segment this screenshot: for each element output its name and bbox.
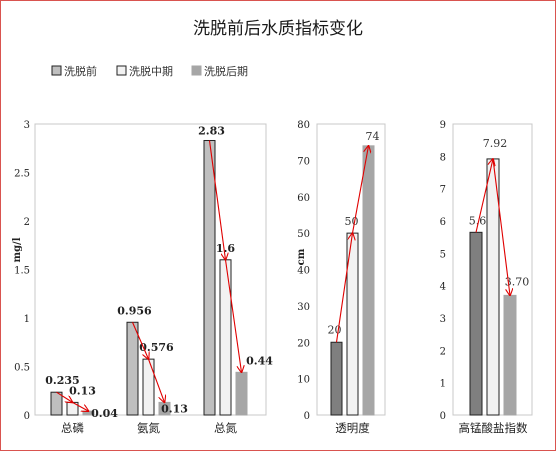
y-axis-unit: mg/l <box>12 237 23 262</box>
y-tick-label: 1 <box>24 314 30 325</box>
x-category-label: 氨氮 <box>137 421 160 435</box>
chart-legend: 洗脱前 洗脱中期 洗脱后期 <box>51 64 248 78</box>
bar-permanganate-0-0 <box>469 231 483 416</box>
y-tick-label: 60 <box>297 193 310 204</box>
y-tick-label: 1 <box>440 379 446 390</box>
y-tick-label: 50 <box>297 229 310 240</box>
y-tick-label: 2 <box>24 217 30 228</box>
trend-arrow <box>56 391 73 402</box>
y-tick-label: 70 <box>297 156 310 167</box>
y-tick-label: 6 <box>440 217 446 228</box>
bar-transparency-0-2 <box>362 145 375 416</box>
y-tick-label: 2.5 <box>14 169 30 180</box>
panel-nutrients: 00.511.522.53mg/l0.2350.130.04总磷0.9560.5… <box>12 120 273 435</box>
x-category-label: 高锰酸盐指数 <box>459 421 528 435</box>
y-tick-label: 0.5 <box>14 363 30 374</box>
x-category-label: 透明度 <box>335 421 370 435</box>
data-label: 0.44 <box>246 354 273 367</box>
y-tick-label: 30 <box>297 302 310 313</box>
y-tick-label: 7 <box>440 185 446 196</box>
y-tick-label: 20 <box>297 338 310 349</box>
data-label: 50 <box>345 215 359 228</box>
data-label: 74 <box>366 130 380 143</box>
trend-arrow <box>475 159 493 233</box>
y-tick-label: 1.5 <box>14 266 30 277</box>
y-tick-label: 3 <box>24 120 30 131</box>
y-tick-label: 10 <box>297 375 310 386</box>
trend-arrow <box>492 158 510 295</box>
legend-swatch-0 <box>51 65 62 76</box>
x-category-label: 总氮 <box>214 421 237 435</box>
data-label: 0.13 <box>69 384 96 397</box>
chart-panels: 00.511.522.53mg/l0.2350.130.04总磷0.9560.5… <box>12 120 533 435</box>
data-label: 7.92 <box>483 137 508 150</box>
legend-label-0: 洗脱前 <box>64 64 97 78</box>
y-tick-label: 0 <box>440 411 446 422</box>
data-label: 1.6 <box>216 242 235 255</box>
y-tick-label: 3 <box>440 314 446 325</box>
legend-swatch-2 <box>191 65 202 76</box>
chart-title: 洗脱前后水质指标变化 <box>193 19 363 39</box>
y-tick-label: 40 <box>297 266 310 277</box>
y-tick-label: 5 <box>440 249 446 260</box>
data-label: 0.956 <box>117 304 152 317</box>
legend-label-1: 洗脱中期 <box>129 64 173 78</box>
legend-label-2: 洗脱后期 <box>204 64 248 78</box>
trend-arrow <box>224 259 242 373</box>
data-label: 0.04 <box>91 407 118 420</box>
y-tick-label: 8 <box>440 152 446 163</box>
data-label: 3.70 <box>505 275 530 288</box>
legend-swatch-1 <box>116 65 127 76</box>
y-tick-label: 0 <box>24 411 30 422</box>
trend-arrow <box>208 140 226 259</box>
bar-nutrients-2-2 <box>235 371 248 416</box>
y-tick-label: 4 <box>440 282 446 293</box>
y-tick-label: 9 <box>440 120 446 131</box>
bar-nutrients-2-0 <box>203 139 216 416</box>
y-tick-label: 80 <box>297 120 310 131</box>
trend-arrow <box>335 233 353 343</box>
bar-nutrients-1-1 <box>142 358 155 416</box>
bar-nutrients-0-0 <box>50 391 63 416</box>
x-category-label: 总磷 <box>61 421 84 435</box>
trend-arrow <box>147 358 165 402</box>
trend-arrow <box>351 146 369 234</box>
data-label: 0.576 <box>139 341 174 354</box>
y-tick-label: 2 <box>440 346 446 357</box>
bar-transparency-0-0 <box>330 341 343 416</box>
y-tick-label: 0 <box>304 411 310 422</box>
trend-arrow <box>72 401 89 411</box>
data-label: 0.13 <box>161 402 188 415</box>
trend-arrow <box>131 322 149 359</box>
y-axis-unit: cm <box>296 248 307 265</box>
bar-nutrients-1-0 <box>126 321 139 416</box>
data-label: 2.83 <box>198 124 225 137</box>
data-label: 0.235 <box>45 374 79 387</box>
bar-permanganate-0-2 <box>503 294 517 416</box>
bar-permanganate-0-1 <box>486 158 500 416</box>
